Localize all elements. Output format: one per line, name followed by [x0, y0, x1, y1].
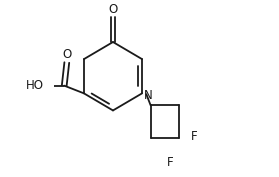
Text: O: O — [62, 48, 71, 61]
Text: F: F — [167, 156, 174, 169]
Text: N: N — [144, 89, 153, 102]
Text: O: O — [108, 3, 118, 16]
Text: HO: HO — [26, 79, 44, 92]
Text: F: F — [191, 130, 198, 143]
